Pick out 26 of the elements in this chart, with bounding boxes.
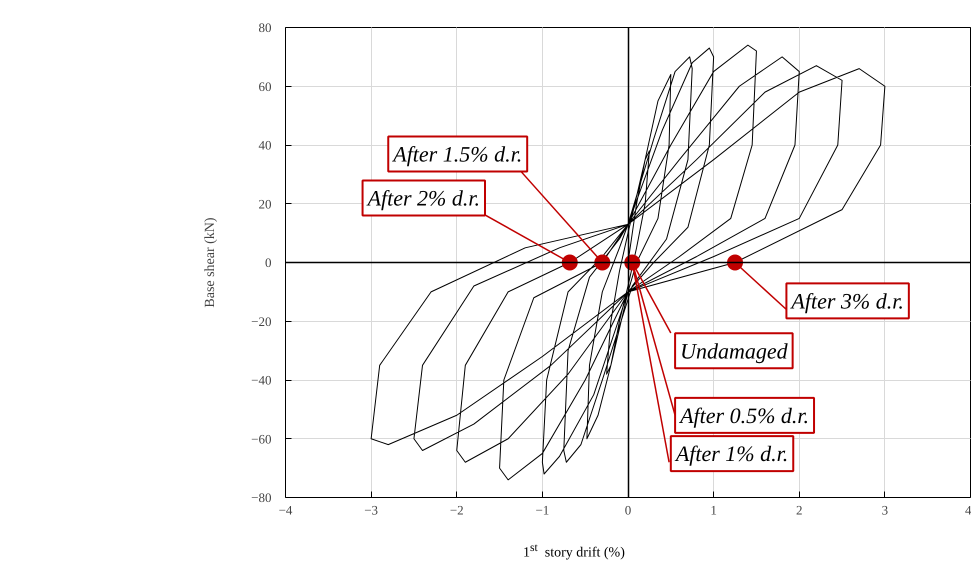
y-tick-label: 20 [258,196,272,212]
x-tick-label: −4 [278,502,293,518]
y-tick-label: 40 [258,138,272,152]
annotation: After 3% d.r. [789,288,904,314]
y-tick-label: 80 [258,20,272,35]
annotation: After 1% d.r. [674,441,788,466]
annotation: Undamaged [680,338,789,364]
x-tick-label: 3 [882,502,888,518]
y-tick-label: −20 [251,314,272,329]
x-tick-label: −1 [535,502,550,518]
x-axis-title: 1$^{st}$ story drift (%) [523,540,625,563]
annotation: After 2% d.r. [366,186,480,210]
y-axis-title: Base shear (kN) [203,217,218,308]
y-tick-label: −60 [251,431,272,446]
y-tick-label: −40 [251,372,272,388]
x-tick-label: 4 [965,502,971,518]
x-tick-label: −2 [450,502,464,518]
annotation: After 0.5% d.r. [678,402,810,428]
x-tick-label: 2 [796,502,802,518]
x-tick-label: 1 [710,502,717,518]
y-tick-label: 0 [265,255,272,270]
x-tick-label: 0 [624,502,632,518]
y-tick-label: 60 [258,78,272,94]
y-tick-label: −80 [251,490,272,505]
x-tick-label: −3 [364,502,378,518]
annotation: After 1.5% d.r. [391,141,522,166]
